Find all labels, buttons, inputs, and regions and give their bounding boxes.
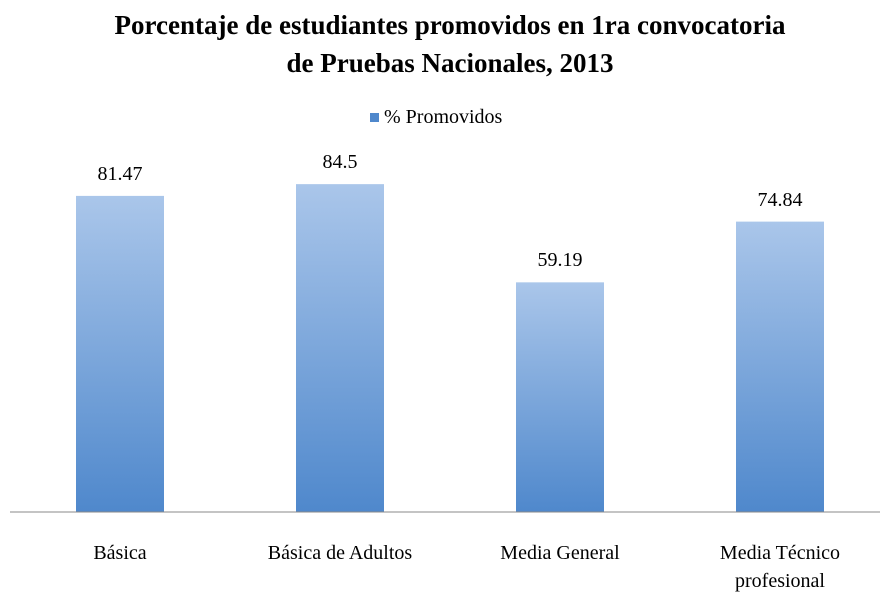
bar <box>296 184 384 512</box>
value-label: 84.5 <box>322 151 358 174</box>
x-tick-label: Media Técnico profesional <box>719 542 841 592</box>
legend-swatch <box>370 112 379 122</box>
value-label: 74.84 <box>757 188 803 211</box>
value-label: 59.19 <box>537 249 583 272</box>
legend: % Promovidos <box>370 104 502 130</box>
bar <box>76 195 164 512</box>
x-tick-label: Básica de Adultos <box>267 542 413 564</box>
bar <box>516 282 604 512</box>
legend-label: % Promovidos <box>384 106 503 128</box>
chart-title: Porcentaje de estudiantes promovidos en … <box>114 10 786 78</box>
bar <box>736 221 824 513</box>
x-tick-label: Media General <box>500 542 620 564</box>
x-tick-label: Básica <box>93 542 147 564</box>
value-label: 81.47 <box>97 162 143 185</box>
